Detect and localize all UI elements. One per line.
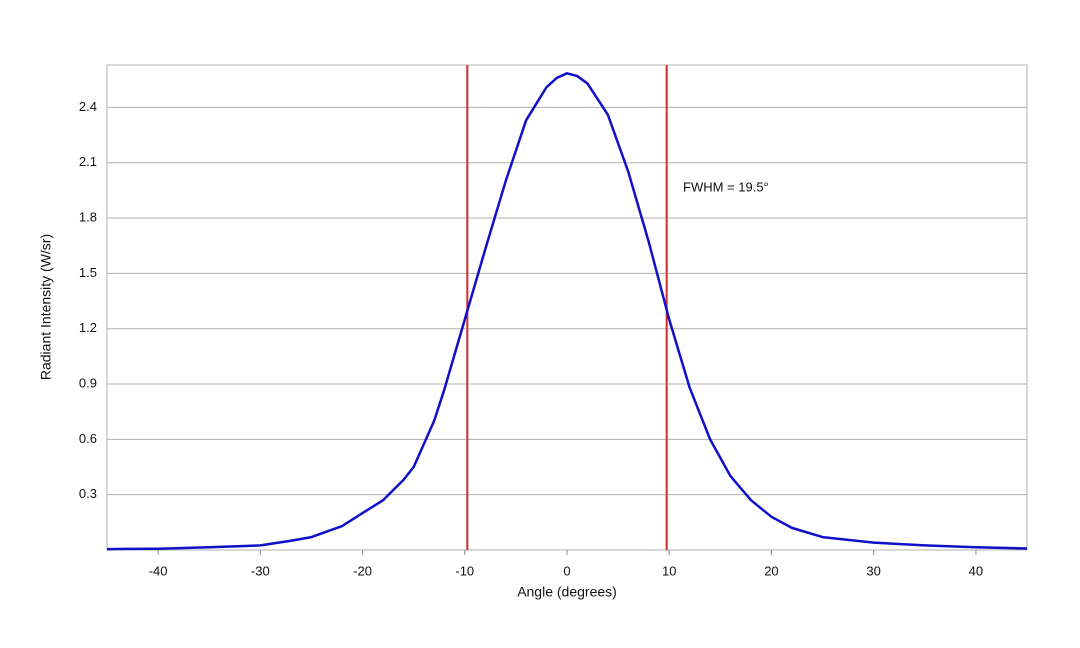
x-tick-label: 20 — [764, 563, 778, 578]
y-axis-title: Radiant Intensity (W/sr) — [38, 234, 54, 380]
annotation: FWHM = 19.5° — [683, 179, 769, 194]
line-series — [106, 72, 1028, 551]
y-tick-label: 1.8 — [79, 209, 97, 224]
y-tick-label: 0.9 — [79, 375, 97, 390]
y-tick-label: 2.1 — [79, 154, 97, 169]
y-tick-label: 0.3 — [79, 486, 97, 501]
x-tick-label: -30 — [251, 563, 270, 578]
x-axis-title: Angle (degrees) — [517, 584, 617, 600]
x-tick-label: -40 — [149, 563, 168, 578]
y-tick-label: 1.5 — [79, 265, 97, 280]
plot-border — [106, 64, 1028, 551]
x-tick-label: 40 — [969, 563, 983, 578]
y-tick-label: 1.2 — [79, 320, 97, 335]
x-tick-label: -10 — [455, 563, 474, 578]
x-tick-label: 30 — [866, 563, 880, 578]
x-tick-label: 0 — [563, 563, 570, 578]
x-tick-label: 10 — [662, 563, 676, 578]
y-tick-label: 2.4 — [79, 99, 97, 114]
x-tick-label: -20 — [353, 563, 372, 578]
y-tick-label: 0.6 — [79, 431, 97, 446]
